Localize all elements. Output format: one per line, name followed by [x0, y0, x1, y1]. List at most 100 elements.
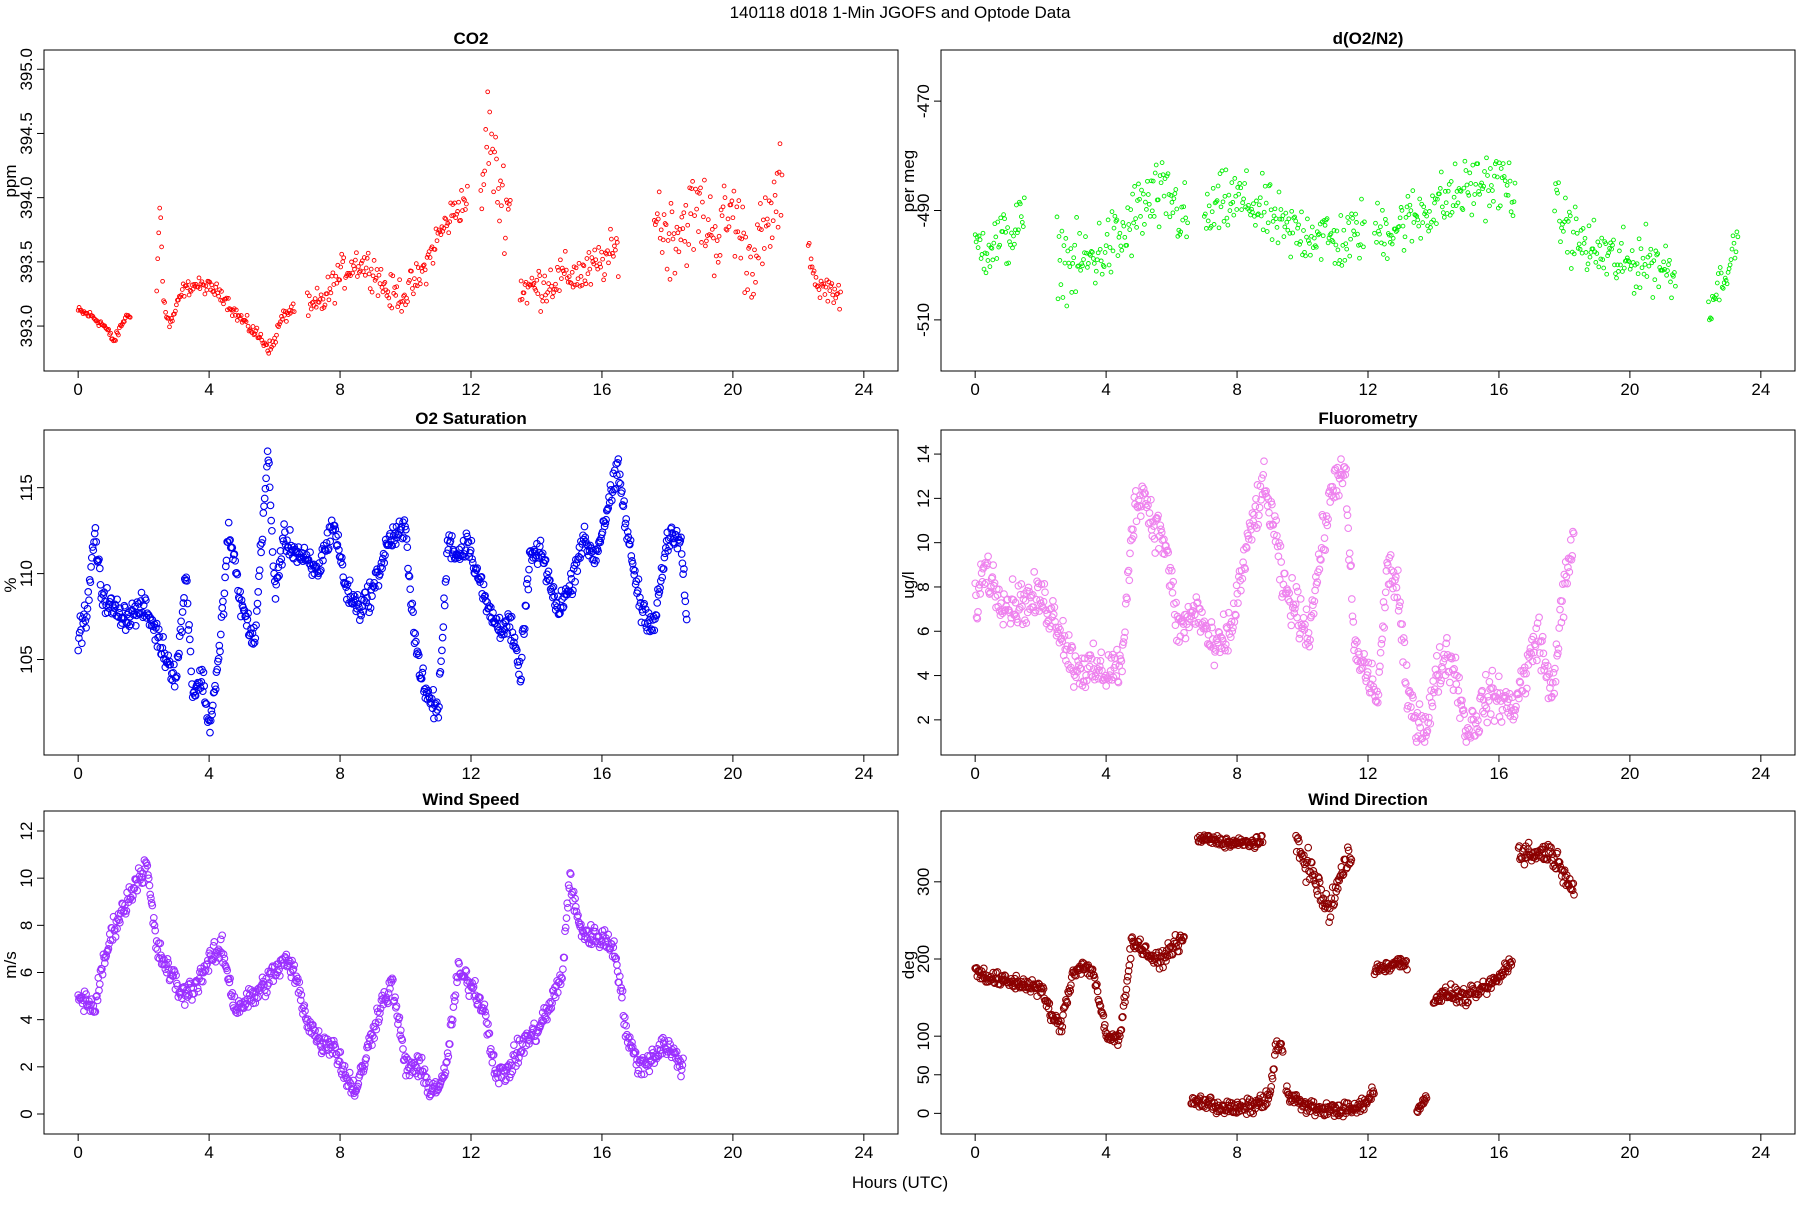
o2sat-data-point — [580, 522, 589, 531]
do2n2-data-point — [1339, 263, 1345, 268]
fluor-data-point — [1363, 671, 1371, 679]
wspd-data-point — [558, 974, 566, 983]
o2sat-data-point — [283, 536, 291, 545]
wspd-data-point — [532, 1037, 541, 1045]
fluor-data-point — [1443, 634, 1451, 642]
fluor-data-point — [1553, 649, 1562, 658]
do2n2-data-point — [1458, 188, 1464, 194]
fluor-data-point — [1439, 658, 1448, 666]
o2sat-data-point — [175, 649, 183, 658]
wspd-data-point — [590, 923, 599, 932]
do2n2-data-point — [1129, 253, 1134, 259]
wspd-data-point — [345, 1068, 354, 1077]
fluor-data-point — [1069, 683, 1078, 691]
do2n2-data-point — [1338, 213, 1344, 218]
wspd-x-tick-label: 16 — [592, 1143, 611, 1162]
o2sat-data-point — [353, 590, 362, 599]
do2n2-data-point — [1477, 191, 1482, 197]
fluor-data-point — [1276, 542, 1285, 550]
wspd-data-point — [453, 978, 461, 987]
do2n2-data-point — [1606, 250, 1611, 256]
do2n2-data-point — [1565, 219, 1571, 224]
co2-data-point — [458, 217, 463, 223]
do2n2-data-point — [1331, 228, 1337, 233]
o2sat-data-point — [634, 575, 643, 584]
fluor-data-point — [1360, 658, 1369, 667]
do2n2-data-point — [1107, 245, 1113, 250]
do2n2-data-point — [1284, 219, 1290, 225]
o2sat-data-point — [90, 529, 99, 538]
do2n2-data-point — [1553, 181, 1558, 187]
fluor-data-point — [1114, 678, 1123, 687]
fluor-data-point — [1254, 520, 1263, 529]
wdir-data-point — [1402, 956, 1411, 965]
do2n2-data-point — [1352, 232, 1357, 238]
o2sat-data-point — [87, 553, 96, 562]
wspd-data-point — [121, 909, 130, 918]
do2n2-data-point — [1216, 225, 1222, 231]
do2n2-data-point — [1567, 213, 1573, 219]
fluor-data-point — [1427, 698, 1436, 707]
fluor-data-point — [1379, 598, 1388, 606]
fluor-data-point — [1096, 657, 1105, 665]
wdir-data-point — [1507, 961, 1516, 969]
co2-data-point — [613, 247, 618, 253]
co2-data-point — [521, 290, 527, 296]
co2-ylabel: ppm — [1, 164, 20, 197]
do2n2-data-point — [1428, 225, 1433, 230]
wspd-data-point — [77, 994, 85, 1002]
fluor-data-point — [1550, 689, 1559, 698]
o2sat-data-point — [95, 564, 104, 573]
fluor-data-point — [1231, 610, 1240, 619]
wspd-data-point — [217, 948, 226, 957]
co2-data-point — [116, 332, 121, 338]
fluor-data-point — [1175, 638, 1183, 646]
wspd-data-point — [295, 978, 304, 987]
wspd-data-point — [180, 1001, 189, 1009]
co2-data-point — [748, 254, 753, 260]
co2-data-point — [405, 299, 410, 304]
co2-data-point — [327, 286, 333, 291]
co2-data-point — [821, 281, 827, 287]
o2sat-data-point — [82, 612, 91, 621]
co2-data-point — [332, 300, 338, 306]
do2n2-data-point — [1315, 232, 1321, 238]
wdir-data-point — [1090, 973, 1099, 982]
fluor-data-point — [1204, 630, 1213, 639]
fluor-data-point — [1483, 718, 1492, 727]
fluor-data-point — [1017, 580, 1026, 588]
do2n2-data-point — [1089, 249, 1094, 254]
wspd-data-point — [604, 930, 613, 939]
fluor-data-point — [1324, 515, 1332, 523]
do2n2-data-point — [993, 234, 999, 240]
co2-data-point — [576, 260, 582, 266]
wspd-data-point — [502, 1075, 510, 1084]
co2-data-point — [443, 216, 449, 222]
o2sat-data-point — [410, 639, 419, 648]
o2sat-data-point — [257, 548, 265, 557]
co2-data-point — [503, 235, 508, 241]
wdir-data-point — [1057, 1027, 1066, 1036]
o2sat-data-point — [268, 548, 277, 556]
do2n2-data-point — [1128, 207, 1134, 212]
do2n2-data-point — [1445, 188, 1451, 194]
co2-data-point — [489, 131, 494, 137]
co2-data-point — [238, 313, 244, 318]
fluor-data-point — [1376, 648, 1385, 657]
wdir-x-tick-label: 24 — [1751, 1143, 1770, 1162]
o2sat-data-point — [386, 529, 394, 538]
do2n2-x-tick-label: 8 — [1232, 380, 1241, 399]
o2sat-data-point — [461, 546, 470, 555]
wspd-data-point — [163, 955, 172, 963]
fluor-data-point — [1423, 727, 1432, 735]
co2-data-point — [575, 276, 581, 282]
o2sat-data-point — [664, 546, 672, 555]
do2n2-data-point — [994, 256, 1000, 261]
do2n2-data-point — [978, 256, 984, 261]
co2-data-point — [662, 221, 668, 226]
do2n2-data-point — [1343, 241, 1349, 247]
wdir-data-point — [1124, 967, 1133, 975]
co2-data-point — [582, 278, 588, 284]
do2n2-data-point — [1501, 174, 1507, 179]
wspd-data-point — [560, 953, 569, 962]
